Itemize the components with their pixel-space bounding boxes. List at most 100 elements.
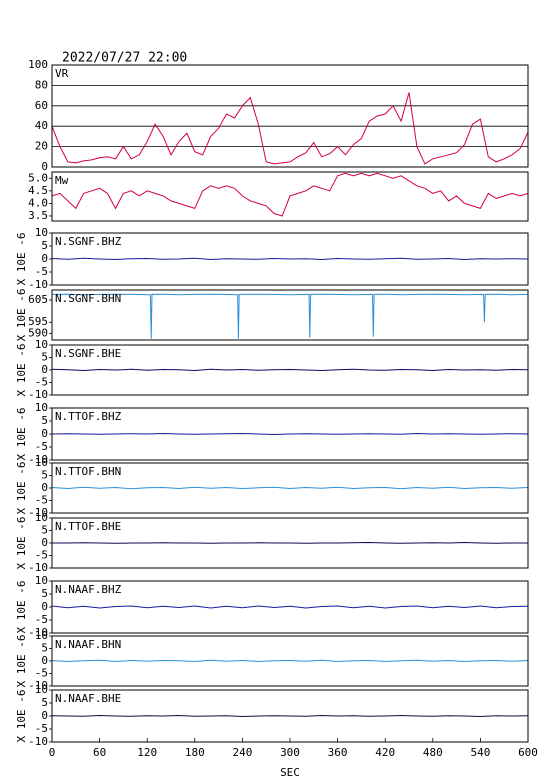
y-tick-label: 10 bbox=[35, 456, 48, 469]
panel-frame bbox=[51, 171, 529, 222]
y-tick-label: 40 bbox=[35, 119, 48, 132]
y-tick-label: 0 bbox=[41, 536, 48, 549]
x-tick-label: 60 bbox=[93, 746, 106, 759]
x-tick-label: 360 bbox=[328, 746, 348, 759]
y-tick-label: 5 bbox=[41, 469, 48, 482]
y-tick-label: -5 bbox=[35, 376, 48, 389]
y-tick-label: -5 bbox=[35, 440, 48, 453]
x-tick-label: 480 bbox=[423, 746, 443, 759]
y-tick-label: 605 bbox=[28, 293, 48, 306]
panel-label: N.SGNF.BHZ bbox=[55, 235, 122, 248]
x-axis-label: SEC bbox=[280, 766, 300, 779]
y-tick-label: -5 bbox=[35, 265, 48, 278]
y-tick-label: 3.5 bbox=[28, 209, 48, 222]
y-tick-label: 5 bbox=[41, 414, 48, 427]
y-axis-label: X 10E -6 bbox=[15, 581, 28, 634]
y-tick-label: 100 bbox=[28, 58, 48, 71]
y-tick-label: 10 bbox=[35, 574, 48, 587]
y-tick-label: 0 bbox=[41, 709, 48, 722]
x-tick-label: 0 bbox=[49, 746, 56, 759]
panel-frame bbox=[51, 232, 529, 286]
panel-label: VR bbox=[55, 67, 69, 80]
y-axis-label: X 10E -6 bbox=[15, 635, 28, 688]
y-tick-label: -5 bbox=[35, 494, 48, 507]
y-tick-label: -10 bbox=[28, 561, 48, 574]
y-tick-label: 10 bbox=[35, 226, 48, 239]
y-axis-label: X 10E -6 bbox=[15, 289, 28, 342]
panel-label: N.SGNF.BHN bbox=[55, 292, 121, 305]
y-axis-label: X 10E -6 bbox=[15, 408, 28, 461]
panel-label: N.SGNF.BHE bbox=[55, 347, 121, 360]
x-tick-label: 600 bbox=[518, 746, 538, 759]
y-axis-label: X 10E -6 bbox=[15, 344, 28, 397]
y-tick-label: 10 bbox=[35, 683, 48, 696]
y-tick-label: 0 bbox=[41, 654, 48, 667]
y-tick-label: 10 bbox=[35, 511, 48, 524]
trace bbox=[51, 432, 529, 436]
y-tick-label: -10 bbox=[28, 679, 48, 692]
y-tick-label: 5 bbox=[41, 524, 48, 537]
x-tick-label: 240 bbox=[232, 746, 252, 759]
y-tick-label: 0 bbox=[41, 600, 48, 613]
trace bbox=[51, 172, 529, 217]
chart-heading: 2022/07/27 22:00 bbox=[62, 51, 187, 66]
y-tick-label: 5 bbox=[41, 587, 48, 600]
x-tick-label: 120 bbox=[137, 746, 157, 759]
y-tick-label: -5 bbox=[35, 667, 48, 680]
x-tick-label: 420 bbox=[375, 746, 395, 759]
y-tick-label: 5 bbox=[41, 239, 48, 252]
y-tick-label: -10 bbox=[28, 278, 48, 291]
trace bbox=[51, 605, 529, 609]
y-tick-label: 5 bbox=[41, 696, 48, 709]
trace bbox=[51, 486, 529, 490]
trace bbox=[51, 368, 529, 372]
y-tick-label: -5 bbox=[35, 613, 48, 626]
panel-frame bbox=[51, 635, 529, 687]
y-tick-label: -10 bbox=[28, 735, 48, 748]
y-tick-label: 0 bbox=[41, 363, 48, 376]
trace bbox=[51, 293, 529, 339]
y-tick-label: -5 bbox=[35, 549, 48, 562]
y-axis-label: X 10E -6 bbox=[15, 233, 28, 286]
y-axis-label: X 10E -6 bbox=[15, 462, 28, 515]
y-tick-label: -10 bbox=[28, 388, 48, 401]
y-tick-label: 10 bbox=[35, 629, 48, 642]
panel-frame bbox=[51, 344, 529, 396]
y-tick-label: -5 bbox=[35, 722, 48, 735]
x-tick-label: 300 bbox=[280, 746, 300, 759]
panel-frame bbox=[51, 289, 529, 341]
y-tick-label: 5 bbox=[41, 351, 48, 364]
y-axis-label: X 10E -6 bbox=[15, 517, 28, 570]
panel-label: Mw bbox=[55, 174, 69, 187]
panel-label: N.NAAF.BHE bbox=[55, 692, 121, 705]
y-tick-label: 0 bbox=[41, 252, 48, 265]
y-tick-label: 4.5 bbox=[28, 184, 48, 197]
y-tick-label: 10 bbox=[35, 338, 48, 351]
panel-frame bbox=[51, 64, 529, 168]
y-tick-label: 60 bbox=[35, 99, 48, 112]
y-tick-label: 0 bbox=[41, 481, 48, 494]
trace bbox=[51, 257, 529, 261]
y-axis-label: X 10E -6 bbox=[15, 690, 28, 743]
panel-frame bbox=[51, 407, 529, 461]
y-tick-label: 0 bbox=[41, 160, 48, 173]
trace bbox=[51, 659, 529, 663]
y-tick-label: 0 bbox=[41, 427, 48, 440]
y-tick-label: 80 bbox=[35, 78, 48, 91]
panel-label: N.NAAF.BHN bbox=[55, 638, 121, 651]
y-tick-label: -10 bbox=[28, 626, 48, 639]
trace bbox=[51, 92, 529, 165]
panel-frame bbox=[51, 517, 529, 569]
x-tick-label: 540 bbox=[470, 746, 490, 759]
y-tick-label: -10 bbox=[28, 506, 48, 519]
y-tick-label: 595 bbox=[28, 315, 48, 328]
panel-frame bbox=[51, 580, 529, 634]
x-tick-label: 180 bbox=[185, 746, 205, 759]
y-tick-label: 5.0 bbox=[28, 171, 48, 184]
panel-frame bbox=[51, 462, 529, 514]
panel-label: N.TTOF.BHZ bbox=[55, 410, 122, 423]
y-tick-label: 5 bbox=[41, 642, 48, 655]
y-tick-label: -10 bbox=[28, 453, 48, 466]
panel-label: N.TTOF.BHN bbox=[55, 465, 121, 478]
